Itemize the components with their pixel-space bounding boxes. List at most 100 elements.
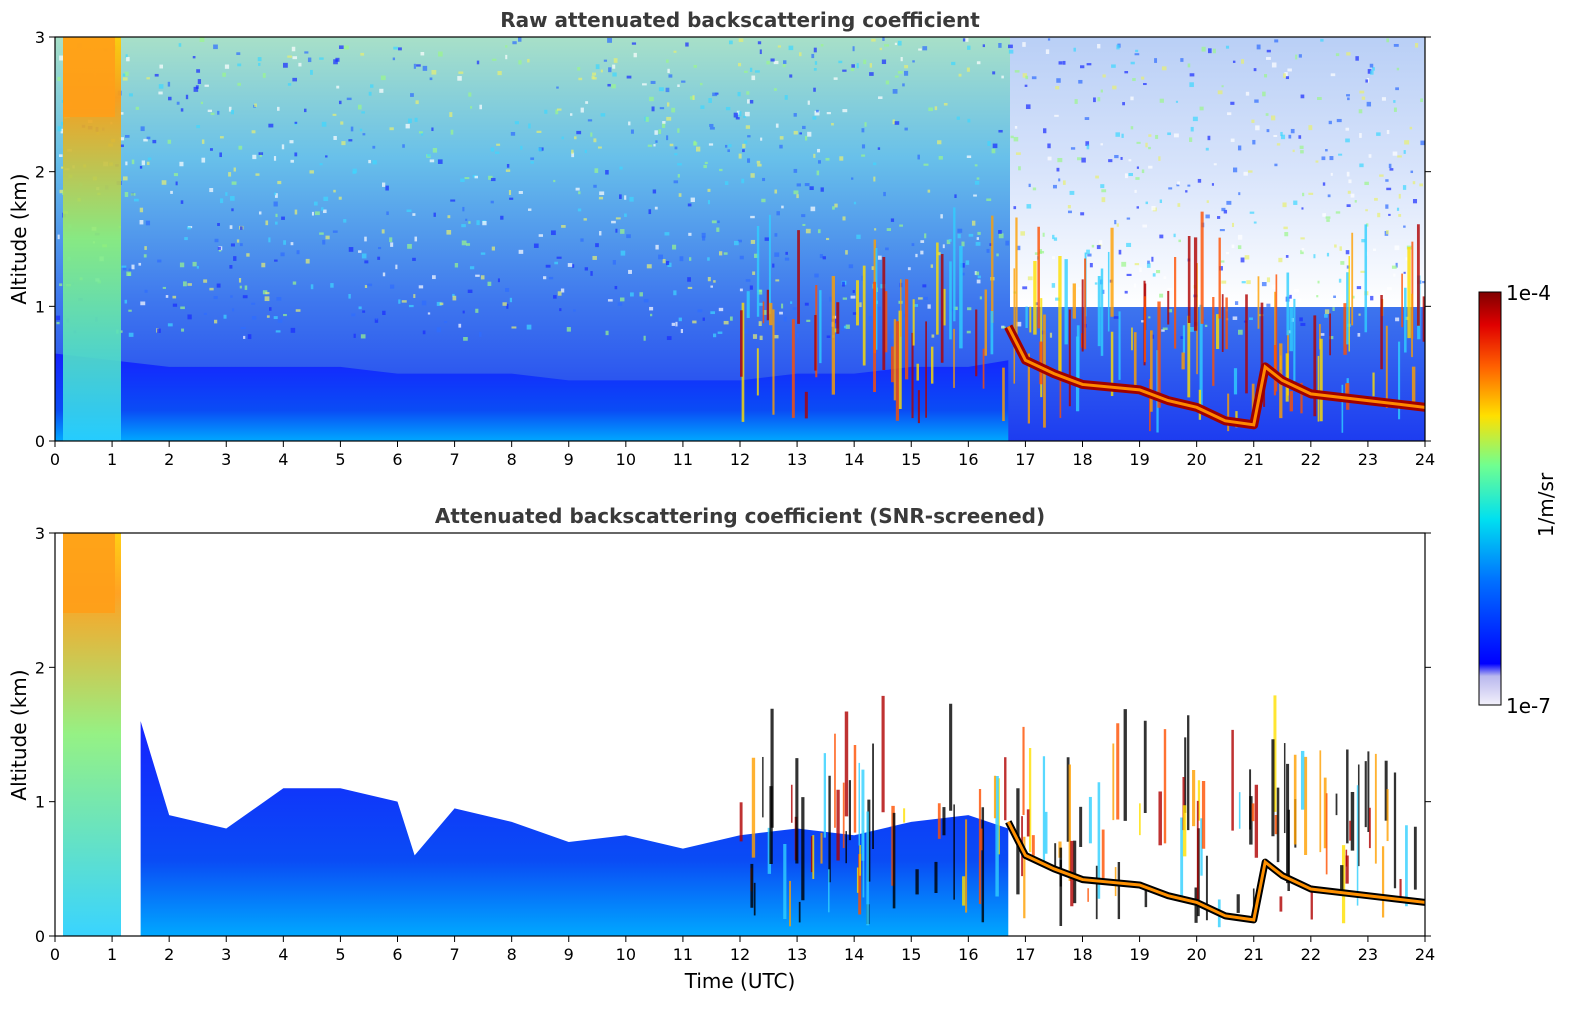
top-noise-speck	[807, 131, 812, 137]
top-noise-speck	[258, 152, 264, 155]
top-noise-speck	[774, 252, 780, 257]
top-noise-speck	[831, 122, 834, 126]
top-noise-speck	[1255, 125, 1260, 131]
top-noise-speck	[1156, 269, 1161, 274]
top-noise-speck	[826, 237, 830, 241]
top-noise-speck	[130, 193, 136, 196]
top-noise-speck	[517, 37, 522, 42]
top-noise-speck	[759, 49, 762, 55]
top-noise-speck	[289, 140, 294, 144]
top-noise-speck	[1155, 134, 1159, 139]
top-y-tick-label: 3	[35, 28, 45, 47]
top-noise-speck	[570, 113, 573, 116]
top-noise-speck	[277, 106, 280, 111]
top-noise-speck	[764, 237, 770, 241]
top-noise-speck	[277, 318, 283, 323]
top-noise-speck	[1361, 238, 1366, 243]
top-noise-speck	[432, 148, 438, 153]
top-noise-speck	[1301, 248, 1305, 252]
top-noise-speck	[907, 267, 911, 271]
top-noise-speck	[1394, 245, 1400, 251]
top-noise-speck	[956, 116, 960, 120]
top-noise-speck	[557, 291, 562, 296]
top-noise-speck	[469, 266, 475, 270]
top-noise-speck	[458, 323, 462, 328]
top-noise-speck	[505, 287, 510, 292]
top-noise-speck	[1031, 76, 1037, 80]
top-noise-speck	[1386, 230, 1389, 235]
top-noise-speck	[1324, 313, 1328, 318]
top-noise-speck	[1393, 273, 1396, 277]
top-noise-speck	[1189, 137, 1193, 142]
top-noise-speck	[580, 107, 584, 113]
top-noise-speck	[292, 77, 298, 82]
top-noise-speck	[600, 113, 606, 117]
top-noise-speck	[762, 177, 766, 182]
top-noise-speck	[322, 209, 327, 214]
top-noise-speck	[372, 160, 377, 165]
top-noise-speck	[219, 198, 224, 204]
top-noise-speck	[738, 38, 744, 42]
top-noise-speck	[1231, 222, 1235, 228]
top-noise-speck	[819, 254, 824, 259]
top-noise-speck	[361, 253, 367, 259]
top-noise-speck	[238, 277, 242, 283]
top-noise-speck	[500, 215, 504, 220]
top-noise-speck	[814, 61, 818, 65]
top-noise-speck	[1168, 187, 1173, 190]
top-noise-speck	[593, 138, 597, 143]
top-noise-speck	[666, 336, 672, 341]
top-y-tick-label: 2	[35, 163, 45, 182]
top-noise-speck	[728, 40, 733, 45]
top-noise-speck	[1062, 180, 1066, 185]
top-noise-speck	[527, 58, 530, 63]
top-noise-speck	[128, 93, 133, 97]
top-noise-speck	[1052, 234, 1055, 240]
top-noise-speck	[754, 253, 759, 258]
top-noise-speck	[1346, 265, 1350, 269]
top-noise-speck	[1315, 160, 1319, 163]
top-noise-speck	[1116, 223, 1119, 227]
top-noise-speck	[615, 217, 621, 220]
top-noise-speck	[612, 72, 617, 77]
top-noise-speck	[1159, 199, 1163, 204]
top-noise-speck	[268, 123, 274, 128]
top-noise-speck	[966, 330, 971, 334]
top-noise-speck	[1126, 242, 1132, 247]
top-noise-speck	[954, 194, 957, 199]
top-noise-speck	[266, 315, 270, 318]
top-noise-speck	[884, 44, 890, 47]
top-noise-speck	[1355, 56, 1359, 61]
top-noise-speck	[1368, 154, 1372, 158]
top-noise-speck	[1336, 118, 1342, 123]
top-noise-speck	[949, 308, 954, 312]
top-noise-speck	[1410, 170, 1414, 174]
top-noise-speck	[920, 240, 925, 243]
top-noise-speck	[1121, 133, 1124, 138]
bot-x-tick-label: 7	[449, 945, 459, 964]
top-noise-speck	[476, 220, 480, 226]
top-noise-speck	[853, 201, 857, 205]
top-noise-speck	[595, 64, 600, 70]
top-noise-speck	[904, 65, 909, 69]
top-noise-speck	[775, 279, 780, 282]
top-noise-speck	[1151, 206, 1156, 211]
top-noise-speck	[607, 83, 611, 87]
top-noise-speck	[433, 212, 436, 217]
top-noise-speck	[139, 220, 144, 225]
top-noise-speck	[957, 234, 961, 239]
top-noise-speck	[654, 206, 658, 210]
top-noise-speck	[192, 56, 196, 59]
top-noise-speck	[851, 64, 855, 68]
top-noise-speck	[58, 154, 63, 157]
top-noise-speck	[666, 261, 670, 266]
top-noise-speck	[1014, 126, 1018, 129]
top-noise-speck	[379, 88, 384, 93]
top-noise-speck	[1264, 74, 1268, 78]
top-noise-speck	[1047, 156, 1052, 161]
top-noise-speck	[207, 109, 212, 113]
top-noise-speck	[1370, 295, 1374, 301]
top-noise-speck	[882, 37, 885, 41]
top-noise-speck	[1271, 284, 1277, 290]
top-noise-speck	[1232, 167, 1238, 173]
